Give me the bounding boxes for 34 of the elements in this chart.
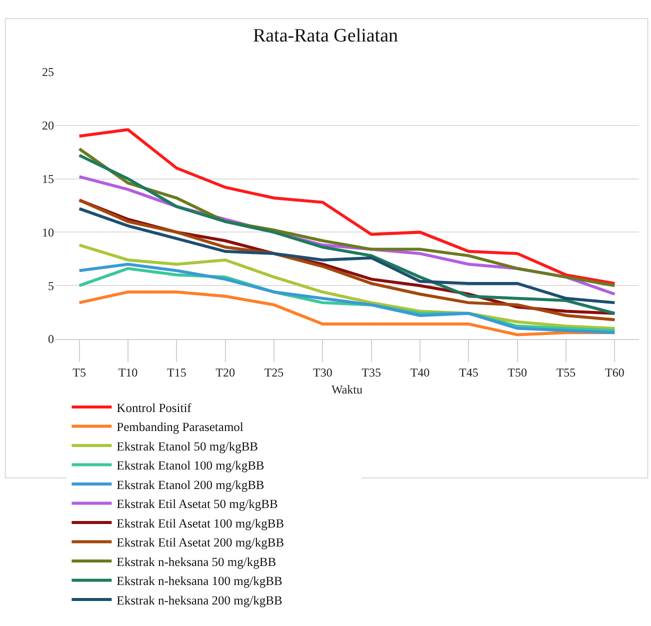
line-series <box>78 207 616 304</box>
y-tick-label: 25 <box>42 65 54 80</box>
x-tick-label: T25 <box>264 365 284 380</box>
legend-label: Ekstrak Etanol 50 mg/kgBB <box>116 439 258 454</box>
line-series <box>78 244 616 330</box>
x-tick-label: T10 <box>118 365 138 380</box>
x-tick-label: T45 <box>459 365 478 380</box>
legend-label: Ekstrak Etil Asetat 50 mg/kgBB <box>116 497 278 512</box>
y-tick-label: 15 <box>42 172 54 186</box>
legend-label: Ekstrak Etil Asetat 200 mg/kgBB <box>116 536 284 550</box>
x-tick-label: T55 <box>556 365 576 380</box>
legend-label: Ekstrak Etil Asetat 100 mg/kgBB <box>116 516 284 530</box>
legend-label: Ekstrak Etanol 200 mg/kgBB <box>116 478 264 492</box>
y-tick-label: 0 <box>48 332 54 346</box>
x-tick-label: T20 <box>216 365 235 380</box>
line-series <box>78 154 616 315</box>
x-tick-label: T60 <box>605 365 624 380</box>
x-tick-label: T30 <box>313 365 332 380</box>
x-tick-label: T5 <box>72 365 86 380</box>
legend-label: Ekstrak n-heksana 100 mg/kgBB <box>116 574 282 588</box>
chart-title: Rata-Rata Geliatan <box>252 25 399 46</box>
legend-label: Ekstrak n-heksana 200 mg/kgBB <box>116 593 282 608</box>
x-tick-label: T50 <box>508 365 527 380</box>
legend-label: Pembanding Parasetamol <box>116 420 244 434</box>
legend-label: Kontrol Positif <box>116 400 192 415</box>
y-tick-label: 10 <box>42 225 54 240</box>
x-tick-label: T15 <box>167 365 186 380</box>
legend-label: Ekstrak n-heksana 50 mg/kgBB <box>116 554 276 569</box>
x-axis-title: Waktu <box>331 382 363 396</box>
x-tick-label: T40 <box>410 365 430 380</box>
legend-label: Ekstrak Etanol 100 mg/kgBB <box>116 458 264 473</box>
y-tick-label: 5 <box>48 278 54 293</box>
x-tick-label: T35 <box>362 365 381 380</box>
y-tick-label: 20 <box>42 118 54 133</box>
